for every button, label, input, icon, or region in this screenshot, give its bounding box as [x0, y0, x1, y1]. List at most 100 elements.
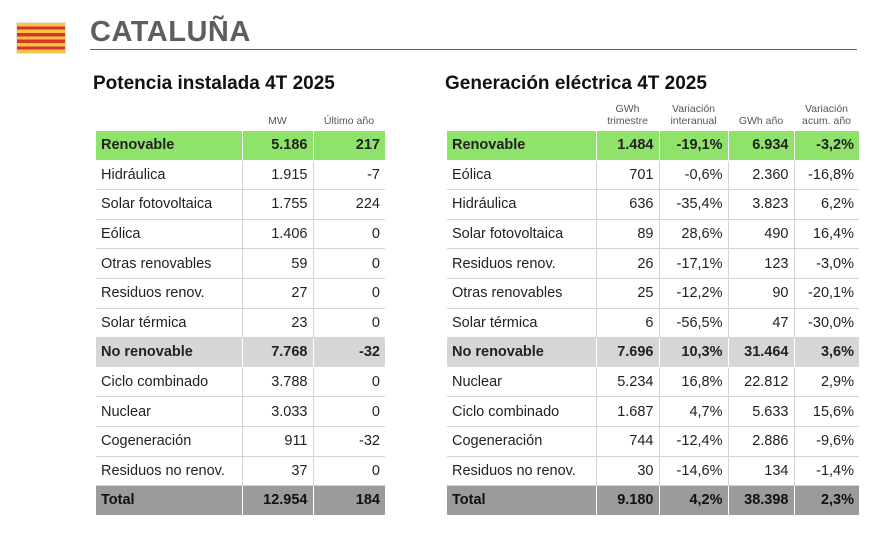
- cell-gwh-trim: 5.234: [596, 367, 660, 398]
- row-label: Solar fotovoltaica: [447, 219, 597, 250]
- row-label: No renovable: [96, 337, 243, 368]
- row-label: Renovable: [96, 131, 243, 161]
- cell-gwh-ano: 2.886: [728, 426, 795, 457]
- cell-gwh-ano: 22.812: [728, 367, 795, 398]
- cell-gwh-trim: 9.180: [596, 485, 660, 515]
- cell-mw: 23: [242, 308, 314, 339]
- row-label: Solar fotovoltaica: [96, 189, 243, 220]
- cell-var-inter: -17,1%: [659, 248, 729, 279]
- cell-ultimo: 0: [313, 367, 385, 398]
- row-label: Renovable: [447, 131, 597, 161]
- cell-ultimo: 217: [313, 131, 385, 161]
- row-label: Residuos no renov.: [96, 456, 243, 487]
- cell-ultimo: -7: [313, 160, 385, 191]
- cell-mw: 3.033: [242, 396, 314, 427]
- cell-var-inter: -0,6%: [659, 160, 729, 191]
- cell-var-acum: 15,6%: [794, 396, 859, 427]
- generacion-row: Solar térmica 6 -56,5% 47 -30,0%: [447, 308, 859, 339]
- generacion-row: Total 9.180 4,2% 38.398 2,3%: [447, 485, 859, 515]
- cell-var-acum: 6,2%: [794, 189, 859, 220]
- cell-var-inter: -12,2%: [659, 278, 729, 309]
- cell-gwh-ano: 490: [728, 219, 795, 250]
- potencia-row: Solar fotovoltaica 1.755 224: [96, 189, 385, 220]
- row-label: Otras renovables: [447, 278, 597, 309]
- row-label: Eólica: [447, 160, 597, 191]
- cell-mw: 1.915: [242, 160, 314, 191]
- cell-gwh-trim: 636: [596, 189, 660, 220]
- cell-var-acum: -20,1%: [794, 278, 859, 309]
- cell-gwh-ano: 90: [728, 278, 795, 309]
- row-label: No renovable: [447, 337, 597, 368]
- generacion-row: Nuclear 5.234 16,8% 22.812 2,9%: [447, 367, 859, 398]
- row-label: Residuos renov.: [447, 248, 597, 279]
- cell-ultimo: 0: [313, 396, 385, 427]
- cell-gwh-trim: 744: [596, 426, 660, 457]
- cell-var-inter: 10,3%: [659, 337, 729, 368]
- catalonia-flag-icon: [16, 22, 66, 54]
- cell-ultimo: 184: [313, 485, 385, 515]
- cell-var-inter: 4,7%: [659, 396, 729, 427]
- potencia-row: Hidráulica 1.915 -7: [96, 160, 385, 191]
- row-label: Ciclo combinado: [96, 367, 243, 398]
- cell-ultimo: 0: [313, 308, 385, 339]
- cell-gwh-ano: 2.360: [728, 160, 795, 191]
- cell-gwh-trim: 25: [596, 278, 660, 309]
- potencia-col-mw: MW: [242, 102, 313, 131]
- potencia-row: Renovable 5.186 217: [96, 131, 385, 161]
- cell-gwh-ano: 5.633: [728, 396, 795, 427]
- cell-ultimo: 0: [313, 278, 385, 309]
- cell-ultimo: 224: [313, 189, 385, 220]
- cell-mw: 37: [242, 456, 314, 487]
- cell-var-acum: 2,3%: [794, 485, 859, 515]
- generacion-header-row: GWh trimestre Variación interanual GWh a…: [447, 102, 859, 131]
- cell-var-acum: -1,4%: [794, 456, 859, 487]
- cell-gwh-ano: 38.398: [728, 485, 795, 515]
- cell-ultimo: 0: [313, 219, 385, 250]
- cell-var-inter: 28,6%: [659, 219, 729, 250]
- cell-ultimo: 0: [313, 248, 385, 279]
- cell-gwh-trim: 7.696: [596, 337, 660, 368]
- row-label: Residuos no renov.: [447, 456, 597, 487]
- cell-gwh-trim: 89: [596, 219, 660, 250]
- cell-gwh-ano: 47: [728, 308, 795, 339]
- cell-var-acum: -30,0%: [794, 308, 859, 339]
- cell-var-acum: 16,4%: [794, 219, 859, 250]
- cell-gwh-ano: 31.464: [728, 337, 795, 368]
- row-label: Total: [447, 485, 597, 515]
- generacion-table: GWh trimestre Variación interanual GWh a…: [447, 102, 859, 515]
- cell-var-inter: 16,8%: [659, 367, 729, 398]
- potencia-row: Nuclear 3.033 0: [96, 396, 385, 427]
- potencia-row: Eólica 1.406 0: [96, 219, 385, 250]
- cell-var-acum: 2,9%: [794, 367, 859, 398]
- generacion-col-var-interanual: Variación interanual: [659, 102, 728, 131]
- row-label: Total: [96, 485, 243, 515]
- cell-gwh-trim: 30: [596, 456, 660, 487]
- potencia-row: No renovable 7.768 -32: [96, 337, 385, 368]
- cell-gwh-trim: 26: [596, 248, 660, 279]
- cell-gwh-ano: 123: [728, 248, 795, 279]
- generacion-row: Eólica 701 -0,6% 2.360 -16,8%: [447, 160, 859, 191]
- generacion-col-label: [447, 102, 596, 131]
- row-label: Cogeneración: [447, 426, 597, 457]
- generacion-row: Hidráulica 636 -35,4% 3.823 6,2%: [447, 189, 859, 220]
- cell-gwh-ano: 6.934: [728, 131, 795, 161]
- generacion-title: Generación eléctrica 4T 2025: [445, 73, 707, 94]
- generacion-col-gwh-ano: GWh año: [728, 102, 794, 131]
- cell-var-inter: -14,6%: [659, 456, 729, 487]
- potencia-row: Cogeneración 911 -32: [96, 426, 385, 457]
- potencia-table: MW Último año Renovable 5.186 217 Hidráulic…: [96, 102, 385, 515]
- cell-var-acum: -9,6%: [794, 426, 859, 457]
- cell-var-inter: -19,1%: [659, 131, 729, 161]
- cell-var-inter: 4,2%: [659, 485, 729, 515]
- cell-gwh-ano: 134: [728, 456, 795, 487]
- generacion-row: Solar fotovoltaica 89 28,6% 490 16,4%: [447, 219, 859, 250]
- cell-mw: 3.788: [242, 367, 314, 398]
- row-label: Solar térmica: [447, 308, 597, 339]
- potencia-header-row: MW Último año: [96, 102, 385, 131]
- potencia-row: Total 12.954 184: [96, 485, 385, 515]
- cell-gwh-ano: 3.823: [728, 189, 795, 220]
- potencia-row: Solar térmica 23 0: [96, 308, 385, 339]
- row-label: Cogeneración: [96, 426, 243, 457]
- row-label: Residuos renov.: [96, 278, 243, 309]
- potencia-row: Otras renovables 59 0: [96, 248, 385, 279]
